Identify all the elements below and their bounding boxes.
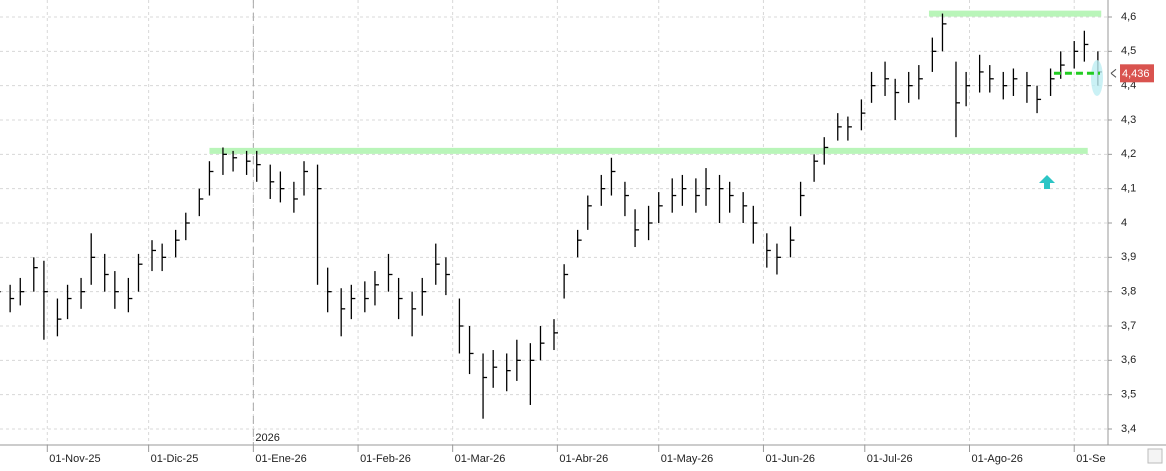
x-tick-label: 01-Abr-26 xyxy=(559,453,608,465)
year-marker-label: 2026 xyxy=(255,432,279,444)
y-tick-label: 3,6 xyxy=(1121,354,1136,366)
y-tick-label: 3,4 xyxy=(1121,423,1136,435)
y-tick-label: 4,2 xyxy=(1121,148,1136,160)
x-tick-label: 01-Jun-26 xyxy=(765,453,815,465)
x-tick-label: 01-Ago-26 xyxy=(972,453,1023,465)
price-bars xyxy=(0,13,1102,419)
x-tick-label: 01-Feb-26 xyxy=(360,453,411,465)
y-tick-label: 3,9 xyxy=(1121,251,1136,263)
y-tick-label: 4,3 xyxy=(1121,114,1136,126)
last-price-pointer xyxy=(1110,68,1117,78)
x-tick-label: 01-Dic-25 xyxy=(151,453,199,465)
y-tick-label: 3,8 xyxy=(1121,286,1136,298)
x-tick-label: 01-Mar-26 xyxy=(455,453,506,465)
last-price-label: 4,436 xyxy=(1122,68,1150,80)
arrow-icon xyxy=(1039,175,1055,189)
x-tick-label: 01-Ene-26 xyxy=(255,453,306,465)
last-price-box xyxy=(1120,64,1154,83)
y-tick-label: 3,5 xyxy=(1121,389,1136,401)
x-tick-label: 01-Jul-26 xyxy=(867,453,913,465)
y-tick-label: 4,5 xyxy=(1121,45,1136,57)
y-tick-label: 4,4 xyxy=(1121,80,1136,92)
y-tick-label: 3,7 xyxy=(1121,320,1136,332)
highlight xyxy=(1091,60,1103,96)
y-tick-label: 4,1 xyxy=(1121,183,1136,195)
x-tick-label: 01-May-26 xyxy=(661,453,714,465)
x-tick-label: 01-Se xyxy=(1076,453,1105,465)
corner-button[interactable] xyxy=(1147,448,1163,464)
y-tick-label: 4,6 xyxy=(1121,11,1136,23)
x-tick-label: 01-Nov-25 xyxy=(49,453,100,465)
y-tick-label: 4 xyxy=(1121,217,1127,229)
